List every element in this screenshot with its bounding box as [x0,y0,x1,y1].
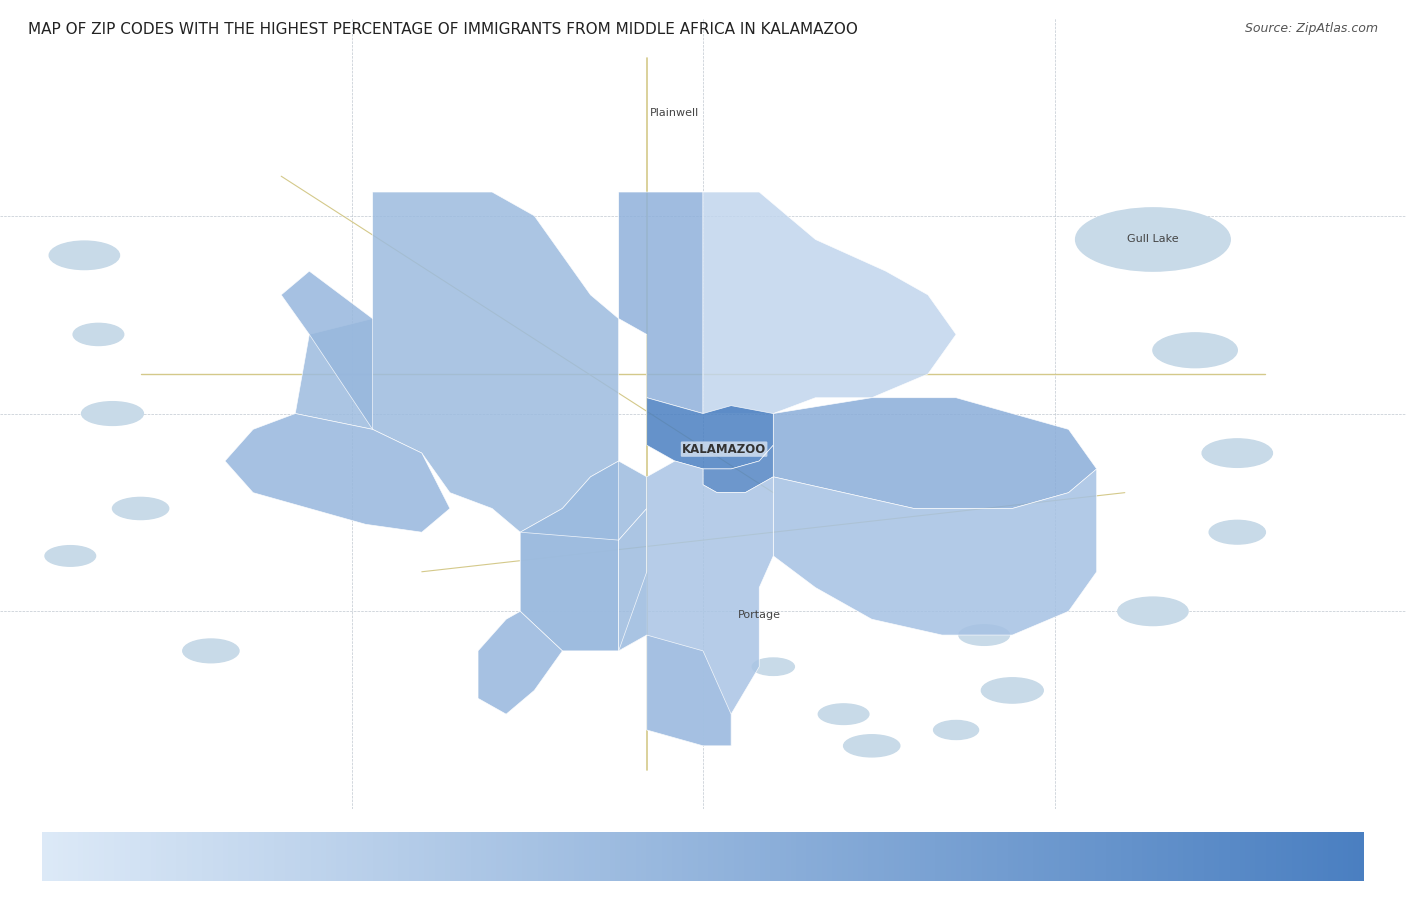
Ellipse shape [844,734,900,757]
Polygon shape [520,461,647,651]
Text: Portage: Portage [738,610,780,620]
Ellipse shape [1153,333,1237,368]
Polygon shape [281,271,373,430]
Polygon shape [703,192,956,414]
Text: Plainwell: Plainwell [650,108,700,118]
Ellipse shape [1076,208,1230,271]
Polygon shape [520,461,647,651]
Polygon shape [773,397,1097,509]
Polygon shape [647,397,773,469]
Ellipse shape [818,704,869,725]
Polygon shape [773,469,1097,635]
Ellipse shape [183,639,239,663]
Ellipse shape [959,625,1010,645]
Ellipse shape [73,324,124,345]
Text: KALAMAZOO: KALAMAZOO [682,442,766,456]
Polygon shape [647,635,731,746]
Ellipse shape [934,720,979,740]
Polygon shape [478,611,562,714]
Ellipse shape [112,497,169,520]
Polygon shape [295,192,619,651]
Ellipse shape [981,678,1043,703]
Ellipse shape [49,241,120,270]
Text: Gull Lake: Gull Lake [1128,235,1178,245]
Text: Source: ZipAtlas.com: Source: ZipAtlas.com [1244,22,1378,35]
Ellipse shape [1118,597,1188,626]
Polygon shape [619,461,773,746]
Ellipse shape [1209,521,1265,544]
Ellipse shape [752,658,794,675]
Polygon shape [225,414,450,532]
Polygon shape [619,192,703,414]
Polygon shape [703,445,773,493]
Ellipse shape [45,546,96,566]
Text: MAP OF ZIP CODES WITH THE HIGHEST PERCENTAGE OF IMMIGRANTS FROM MIDDLE AFRICA IN: MAP OF ZIP CODES WITH THE HIGHEST PERCEN… [28,22,858,38]
Ellipse shape [1202,439,1272,467]
Ellipse shape [82,402,143,425]
